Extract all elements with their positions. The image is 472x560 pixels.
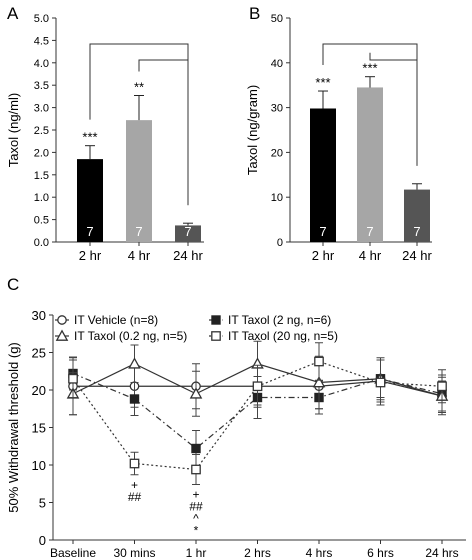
x-tick-label: 4 hr bbox=[128, 248, 151, 263]
y-axis-label: Taxol (ng/gram) bbox=[245, 85, 260, 175]
significance-annotation: + bbox=[192, 488, 199, 502]
data-point bbox=[128, 357, 141, 369]
x-tick-label: 4 hr bbox=[359, 248, 382, 263]
comparison-bracket bbox=[369, 52, 418, 166]
y-tick-label: 4.5 bbox=[34, 35, 49, 47]
significance-label: *** bbox=[315, 75, 330, 90]
y-tick-label: 0 bbox=[39, 533, 46, 548]
y-tick-label: 0.5 bbox=[34, 215, 49, 227]
data-point bbox=[189, 387, 203, 399]
panel-label: A bbox=[7, 4, 19, 23]
y-tick-label: 5 bbox=[39, 496, 46, 511]
y-tick-label: 0 bbox=[277, 237, 283, 249]
panel-label: C bbox=[7, 275, 19, 294]
x-tick-label: 24 hrs bbox=[425, 546, 458, 560]
data-point bbox=[375, 377, 386, 388]
n-label: 7 bbox=[413, 224, 420, 239]
data-point bbox=[129, 394, 140, 404]
significance-label: *** bbox=[362, 61, 377, 76]
significance-label: ** bbox=[134, 80, 144, 95]
bar-2hr bbox=[310, 108, 336, 242]
y-tick-label: 50 bbox=[271, 13, 283, 25]
y-tick-label: 0.0 bbox=[34, 237, 49, 249]
y-tick-label: 2.0 bbox=[34, 147, 49, 159]
panel-c: C 50% Withdrawal threshold (g) 0 5 10 15 20 25 3… bbox=[6, 275, 466, 560]
legend-marker bbox=[55, 329, 69, 341]
legend-label: IT Taxol (0.2 ng, n=5) bbox=[74, 329, 187, 343]
y-tick-label: 10 bbox=[32, 458, 46, 473]
n-label: 7 bbox=[184, 224, 191, 239]
significance-annotation: * bbox=[194, 524, 199, 538]
data-point bbox=[68, 373, 78, 384]
legend: IT Vehicle (n=8) IT Taxol (2 ng, n=6) IT T… bbox=[55, 313, 338, 343]
y-tick-label: 3.5 bbox=[34, 80, 49, 92]
x-tick-label: Baseline bbox=[50, 546, 96, 560]
x-tick-label: 4 hrs bbox=[306, 546, 333, 560]
y-tick-label: 3.0 bbox=[34, 103, 49, 115]
bar-2hr bbox=[77, 159, 103, 242]
data-point bbox=[191, 443, 201, 454]
panel-a: A Taxol (ng/ml) 0.0 0.5 1.0 1.5 2.0 2.5 3.0 3.5 4.… bbox=[6, 4, 204, 263]
data-point bbox=[252, 381, 263, 392]
x-tick-label: 2 hr bbox=[79, 248, 102, 263]
bar-24hr bbox=[404, 189, 430, 242]
x-tick-label: 30 mins bbox=[113, 546, 155, 560]
significance-annotation: ## bbox=[189, 500, 203, 514]
y-tick-label: 30 bbox=[271, 103, 283, 115]
y-tick-label: 20 bbox=[32, 383, 46, 398]
y-tick-label: 25 bbox=[32, 346, 46, 361]
y-tick-label: 1.5 bbox=[34, 170, 49, 182]
bar-24hr bbox=[175, 225, 201, 242]
n-label: 7 bbox=[366, 224, 373, 239]
significance-label: *** bbox=[82, 130, 97, 145]
panel-label: B bbox=[249, 4, 260, 23]
data-point bbox=[312, 375, 326, 388]
y-tick-label: 2.5 bbox=[34, 125, 49, 137]
bar-4hr bbox=[126, 120, 152, 242]
legend-label: IT Vehicle (n=8) bbox=[74, 313, 158, 327]
legend-marker bbox=[211, 315, 221, 325]
x-tick-label: 1 hr bbox=[186, 546, 207, 560]
x-tick-label: 24 hr bbox=[173, 248, 203, 263]
y-tick-label: 5.0 bbox=[34, 13, 49, 25]
y-axis-label: 50% Withdrawal threshold (g) bbox=[6, 342, 21, 513]
comparison-bracket bbox=[138, 59, 189, 206]
n-label: 7 bbox=[135, 224, 142, 239]
series-3 bbox=[68, 342, 447, 485]
legend-marker bbox=[57, 315, 67, 325]
legend-label: IT Taxol (2 ng, n=6) bbox=[228, 313, 331, 327]
y-tick-label: 1.0 bbox=[34, 192, 49, 204]
y-axis-label: Taxol (ng/ml) bbox=[6, 93, 21, 167]
x-tick-label: 24 hr bbox=[402, 248, 432, 263]
y-tick-label: 15 bbox=[32, 421, 46, 436]
data-point bbox=[129, 458, 140, 469]
y-tick-label: 10 bbox=[271, 192, 283, 204]
y-tick-label: 30 bbox=[32, 308, 46, 323]
y-tick-label: 40 bbox=[271, 58, 283, 70]
significance-annotation: + bbox=[131, 478, 138, 492]
y-tick-label: 4.0 bbox=[34, 58, 49, 70]
legend-label: IT Taxol (20 ng, n=5) bbox=[228, 329, 338, 343]
data-point bbox=[314, 356, 324, 367]
significance-annotation: ^ bbox=[193, 512, 199, 526]
data-point bbox=[437, 381, 447, 392]
panel-b: B Taxol (ng/gram) 0 10 20 30 40 50 *** 7 2 hr *** 7 4… bbox=[245, 4, 432, 263]
x-tick-label: 2 hr bbox=[312, 248, 335, 263]
data-point bbox=[191, 464, 201, 475]
bar-4hr bbox=[357, 87, 383, 242]
x-tick-label: 2 hrs bbox=[244, 546, 271, 560]
y-tick-label: 20 bbox=[271, 147, 283, 159]
significance-annotation: ## bbox=[128, 490, 142, 504]
x-tick-label: 6 hrs bbox=[367, 546, 394, 560]
n-label: 7 bbox=[86, 224, 93, 239]
n-label: 7 bbox=[319, 224, 326, 239]
legend-marker bbox=[211, 331, 221, 341]
